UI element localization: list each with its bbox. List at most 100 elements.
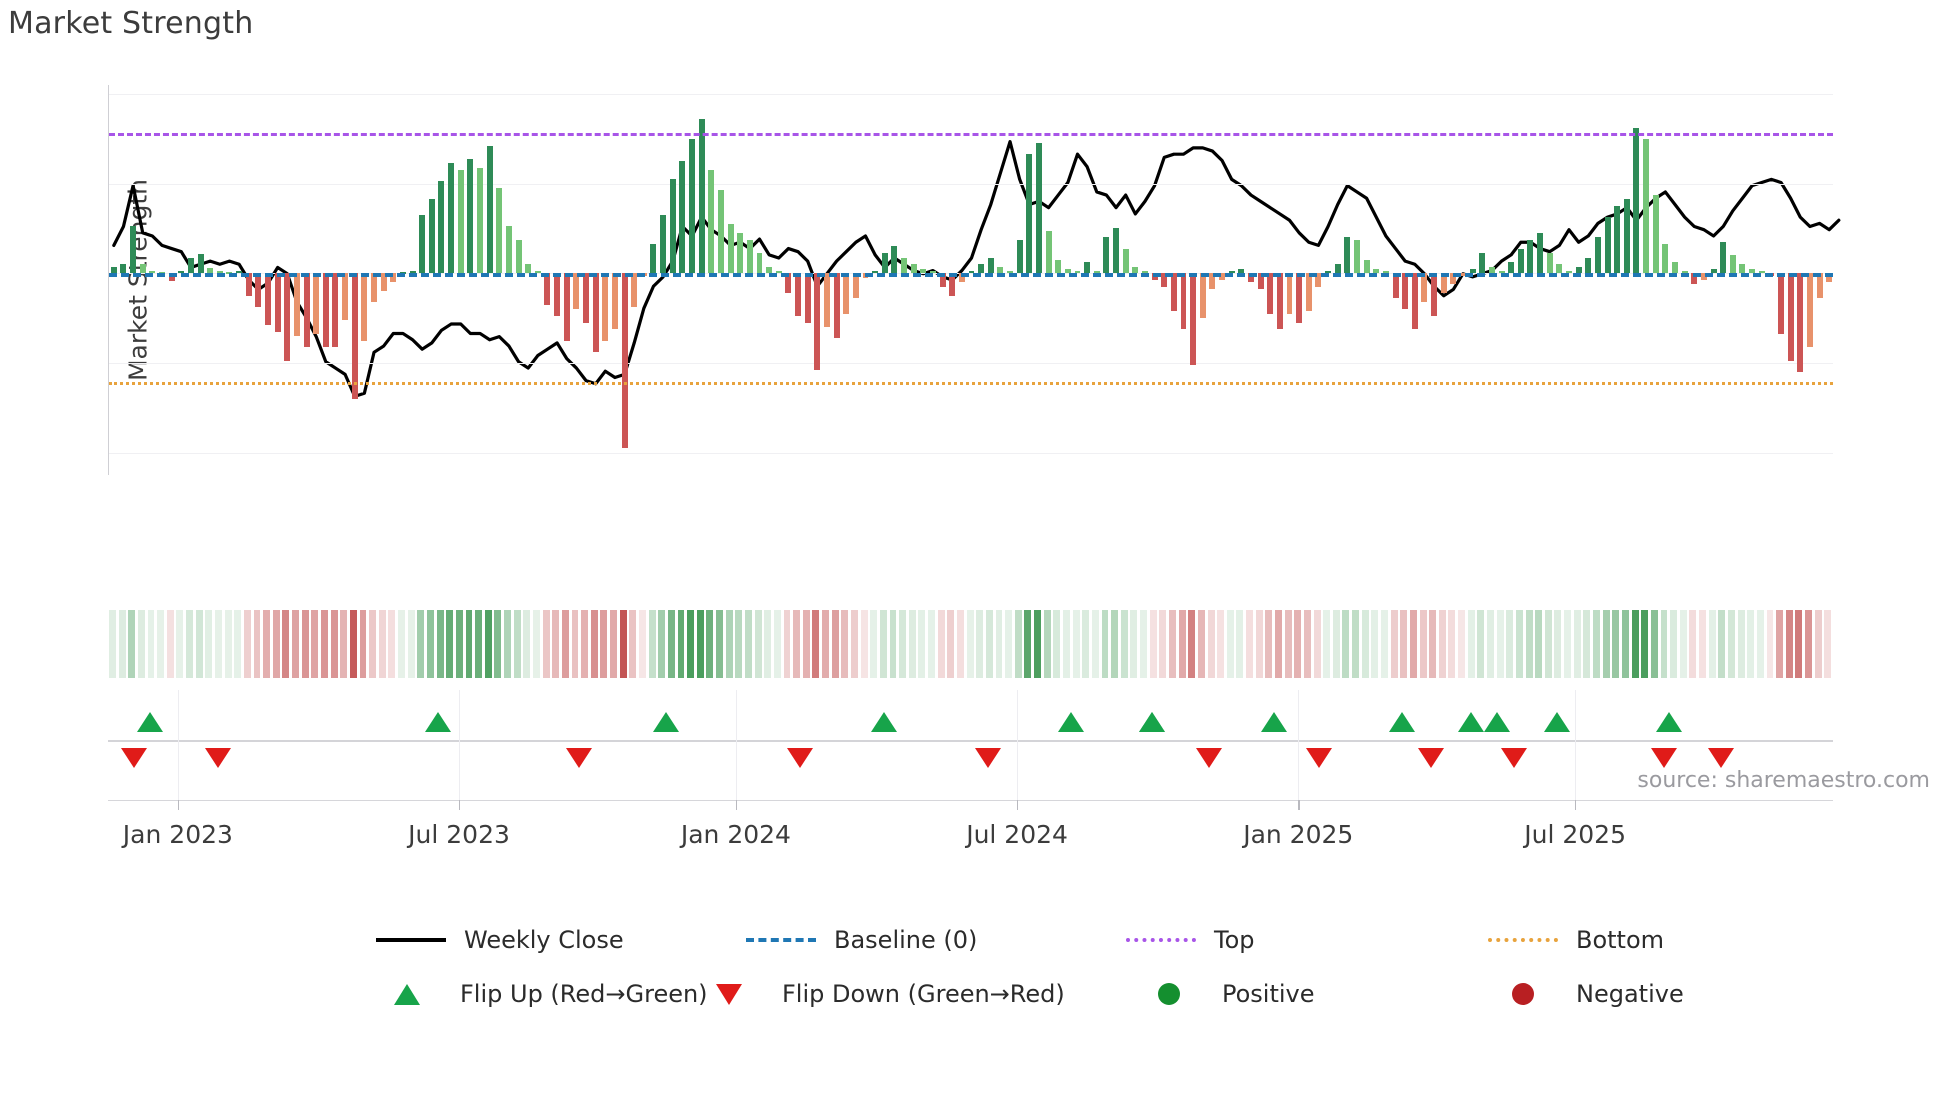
strength-bar xyxy=(1720,241,1727,274)
heatmap-cell xyxy=(282,610,290,678)
heatmap-cell xyxy=(696,610,704,678)
heatmap-cell xyxy=(561,610,569,678)
heatmap-cell xyxy=(1612,610,1620,678)
strength-bar xyxy=(775,271,782,274)
heatmap-cell xyxy=(571,610,579,678)
legend-item[interactable]: Negative xyxy=(1484,974,1684,1014)
heatmap-cell xyxy=(802,610,810,678)
chart-legend: Weekly Close Baseline (0) Top Bottom Flip U… xyxy=(0,920,1960,1014)
heatmap-cell xyxy=(1593,610,1600,678)
heatmap-cell xyxy=(947,610,955,678)
strength-bar xyxy=(1026,154,1033,274)
heatmap-cell xyxy=(108,610,116,678)
heatmap-cell xyxy=(1140,610,1148,678)
heatmap-cell xyxy=(995,610,1003,678)
flip-up-marker xyxy=(1656,712,1683,732)
strength-bar xyxy=(216,271,223,274)
strength-bar xyxy=(1710,268,1717,274)
strength-bar xyxy=(159,271,165,274)
strength-bar xyxy=(293,273,300,337)
heatmap-cell xyxy=(1621,610,1629,678)
strength-bar xyxy=(978,264,985,274)
heatmap-cell xyxy=(619,610,627,678)
gridline-left xyxy=(109,452,1833,454)
solid-line-icon xyxy=(372,938,450,942)
strength-bar xyxy=(1132,266,1139,274)
heatmap-cell xyxy=(272,610,280,678)
heatmap-cell xyxy=(1063,610,1070,678)
strength-bar xyxy=(1180,273,1187,330)
heatmap-cell xyxy=(1236,610,1244,678)
heatmap-cell xyxy=(648,610,656,678)
heatmap-cell xyxy=(744,610,752,678)
strength-bar xyxy=(823,273,830,328)
heatmap-cell xyxy=(860,610,868,678)
legend-item[interactable]: Weekly Close xyxy=(372,920,624,960)
heatmap-cell xyxy=(1458,610,1466,678)
strength-bar xyxy=(168,273,175,282)
legend-item[interactable]: Flip Up (Red→Green) xyxy=(368,974,708,1014)
source-note: source: sharemaestro.com xyxy=(1637,768,1930,793)
strength-bar xyxy=(496,188,503,274)
heatmap-cell xyxy=(1573,610,1581,678)
heatmap-cell xyxy=(407,610,415,678)
legend-item[interactable]: Baseline (0) xyxy=(742,920,977,960)
strength-bar xyxy=(1045,230,1052,274)
heatmap-cell xyxy=(764,610,772,678)
reference-line-baseline xyxy=(109,273,1833,278)
strength-bar xyxy=(1170,273,1177,312)
heatmap-cell xyxy=(1679,610,1687,678)
strength-bar xyxy=(1565,271,1572,274)
strength-bar xyxy=(1652,194,1659,274)
triangle-down-icon xyxy=(690,983,768,1005)
gridline-left xyxy=(109,183,1833,185)
circle-marker-icon xyxy=(1130,983,1208,1005)
strength-bar xyxy=(1016,239,1023,274)
heatmap-cell xyxy=(1487,610,1494,678)
x-gridline xyxy=(177,690,179,802)
heatmap-cell xyxy=(118,610,126,678)
flip-axis-line xyxy=(108,740,1833,742)
strength-bar xyxy=(1488,266,1495,274)
heatmap-cell xyxy=(1448,610,1456,678)
triangle-up-icon xyxy=(368,983,446,1005)
strength-bar xyxy=(1797,273,1804,372)
strength-bar xyxy=(1035,143,1042,274)
strength-bar xyxy=(554,273,561,316)
heatmap-cell xyxy=(1323,610,1331,678)
strength-bar xyxy=(236,271,243,274)
legend-item[interactable]: Bottom xyxy=(1484,920,1664,960)
legend-item[interactable]: Positive xyxy=(1130,974,1315,1014)
strength-bar xyxy=(1556,264,1563,274)
strength-bar xyxy=(843,273,850,314)
strength-bar xyxy=(737,232,744,274)
strength-bar xyxy=(322,273,329,348)
reference-line-top xyxy=(109,132,1833,136)
strength-bar xyxy=(486,145,493,274)
heatmap-cell xyxy=(301,610,309,678)
heatmap-cell xyxy=(1120,610,1128,678)
strength-bar xyxy=(1806,273,1813,348)
strength-bar xyxy=(534,271,541,274)
strength-bar xyxy=(505,226,512,274)
heatmap-cell xyxy=(908,610,916,678)
strength-bar xyxy=(563,273,570,341)
heatmap-cell xyxy=(966,610,974,678)
heatmap-cell xyxy=(677,610,685,678)
strength-bar xyxy=(477,167,483,274)
heatmap-cell xyxy=(735,610,743,678)
heatmap-cell xyxy=(311,610,319,678)
strength-bar xyxy=(1296,273,1303,323)
heatmap-cell xyxy=(388,610,396,678)
flip-up-marker xyxy=(137,712,164,732)
heatmap-cell xyxy=(1650,610,1658,678)
strength-bar xyxy=(1787,273,1794,361)
legend-item[interactable]: Flip Down (Green→Red) xyxy=(690,974,1065,1014)
x-tick-label: Jan 2025 xyxy=(1243,820,1354,849)
strength-bar xyxy=(409,271,416,274)
flip-down-marker xyxy=(1195,748,1222,768)
heatmap-cell xyxy=(1660,610,1668,678)
legend-item[interactable]: Top xyxy=(1122,920,1255,960)
strength-bar xyxy=(1199,273,1206,319)
heatmap-cell xyxy=(1583,610,1591,678)
